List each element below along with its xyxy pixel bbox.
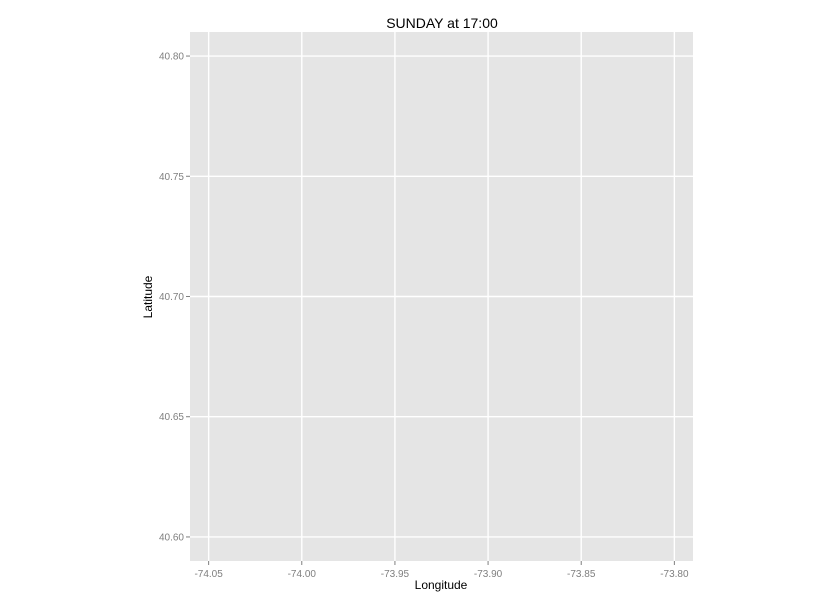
y-axis-ticks: 40.60 40.65 40.70 40.75 40.80 (159, 52, 190, 543)
y-tick-label: 40.70 (159, 292, 184, 303)
y-tick-label: 40.80 (159, 52, 184, 63)
x-tick-label: -73.95 (381, 569, 410, 580)
x-axis-ticks: -74.05 -74.00 -73.95 -73.90 -73.85 -73.80 (194, 561, 689, 580)
y-tick-label: 40.60 (159, 532, 184, 543)
y-gridlines (190, 55, 693, 538)
y-axis-title: Latitude (141, 275, 155, 318)
x-axis-title: Longitude (415, 578, 468, 592)
x-tick-label: -73.80 (660, 569, 689, 580)
x-tick-label: -73.90 (474, 569, 503, 580)
chart-title: SUNDAY at 17:00 (386, 15, 498, 31)
y-tick-label: 40.75 (159, 172, 184, 183)
x-tick-label: -74.05 (194, 569, 223, 580)
x-tick-label: -74.00 (288, 569, 317, 580)
y-tick-label: 40.65 (159, 412, 184, 423)
x-tick-label: -73.85 (567, 569, 596, 580)
